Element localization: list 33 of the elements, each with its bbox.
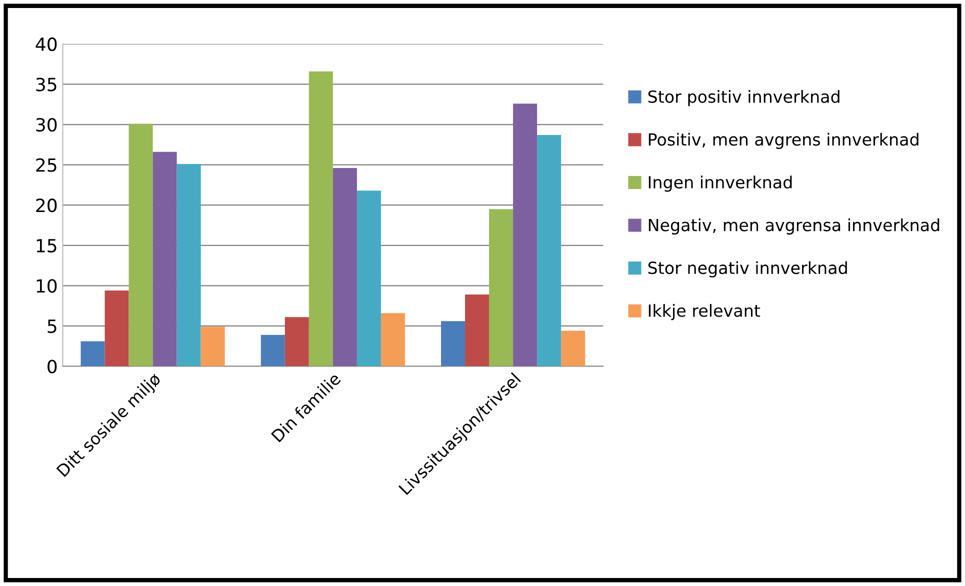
legend-label: Stor positiv innverknad [648, 90, 840, 106]
bar [513, 104, 538, 366]
legend-label: Ingen innverknad [648, 176, 792, 192]
bar [537, 135, 562, 366]
y-tick-label: 35 [36, 78, 56, 92]
y-tick-label: 10 [36, 279, 57, 293]
bar [308, 71, 333, 366]
legend-label: Ikkje relevant [648, 304, 760, 320]
legend-label: Stor negativ innverknad [648, 261, 847, 278]
bar [176, 164, 201, 366]
bar [380, 313, 405, 366]
y-tick-label: 5 [48, 320, 56, 334]
bar [284, 317, 309, 366]
bar [152, 152, 177, 366]
bar [200, 326, 225, 366]
y-tick-label: 30 [36, 118, 57, 132]
y-tick-label: 0 [48, 360, 57, 374]
bar [441, 321, 466, 366]
bar [561, 330, 586, 366]
bar [489, 209, 514, 366]
y-tick-label: 25 [36, 158, 56, 172]
bar [260, 334, 285, 366]
legend-label: Positiv, men avgrens innverknad [648, 132, 918, 149]
bar [80, 341, 105, 366]
bar [465, 294, 490, 366]
bar [128, 124, 153, 366]
bar [332, 168, 357, 366]
bar [356, 190, 381, 366]
legend-label: Negativ, men avgrensa innverknad [648, 218, 940, 235]
y-tick-label: 15 [36, 239, 56, 253]
bar [104, 290, 129, 366]
y-tick-label: 20 [36, 198, 57, 212]
y-tick-label: 40 [36, 37, 57, 52]
